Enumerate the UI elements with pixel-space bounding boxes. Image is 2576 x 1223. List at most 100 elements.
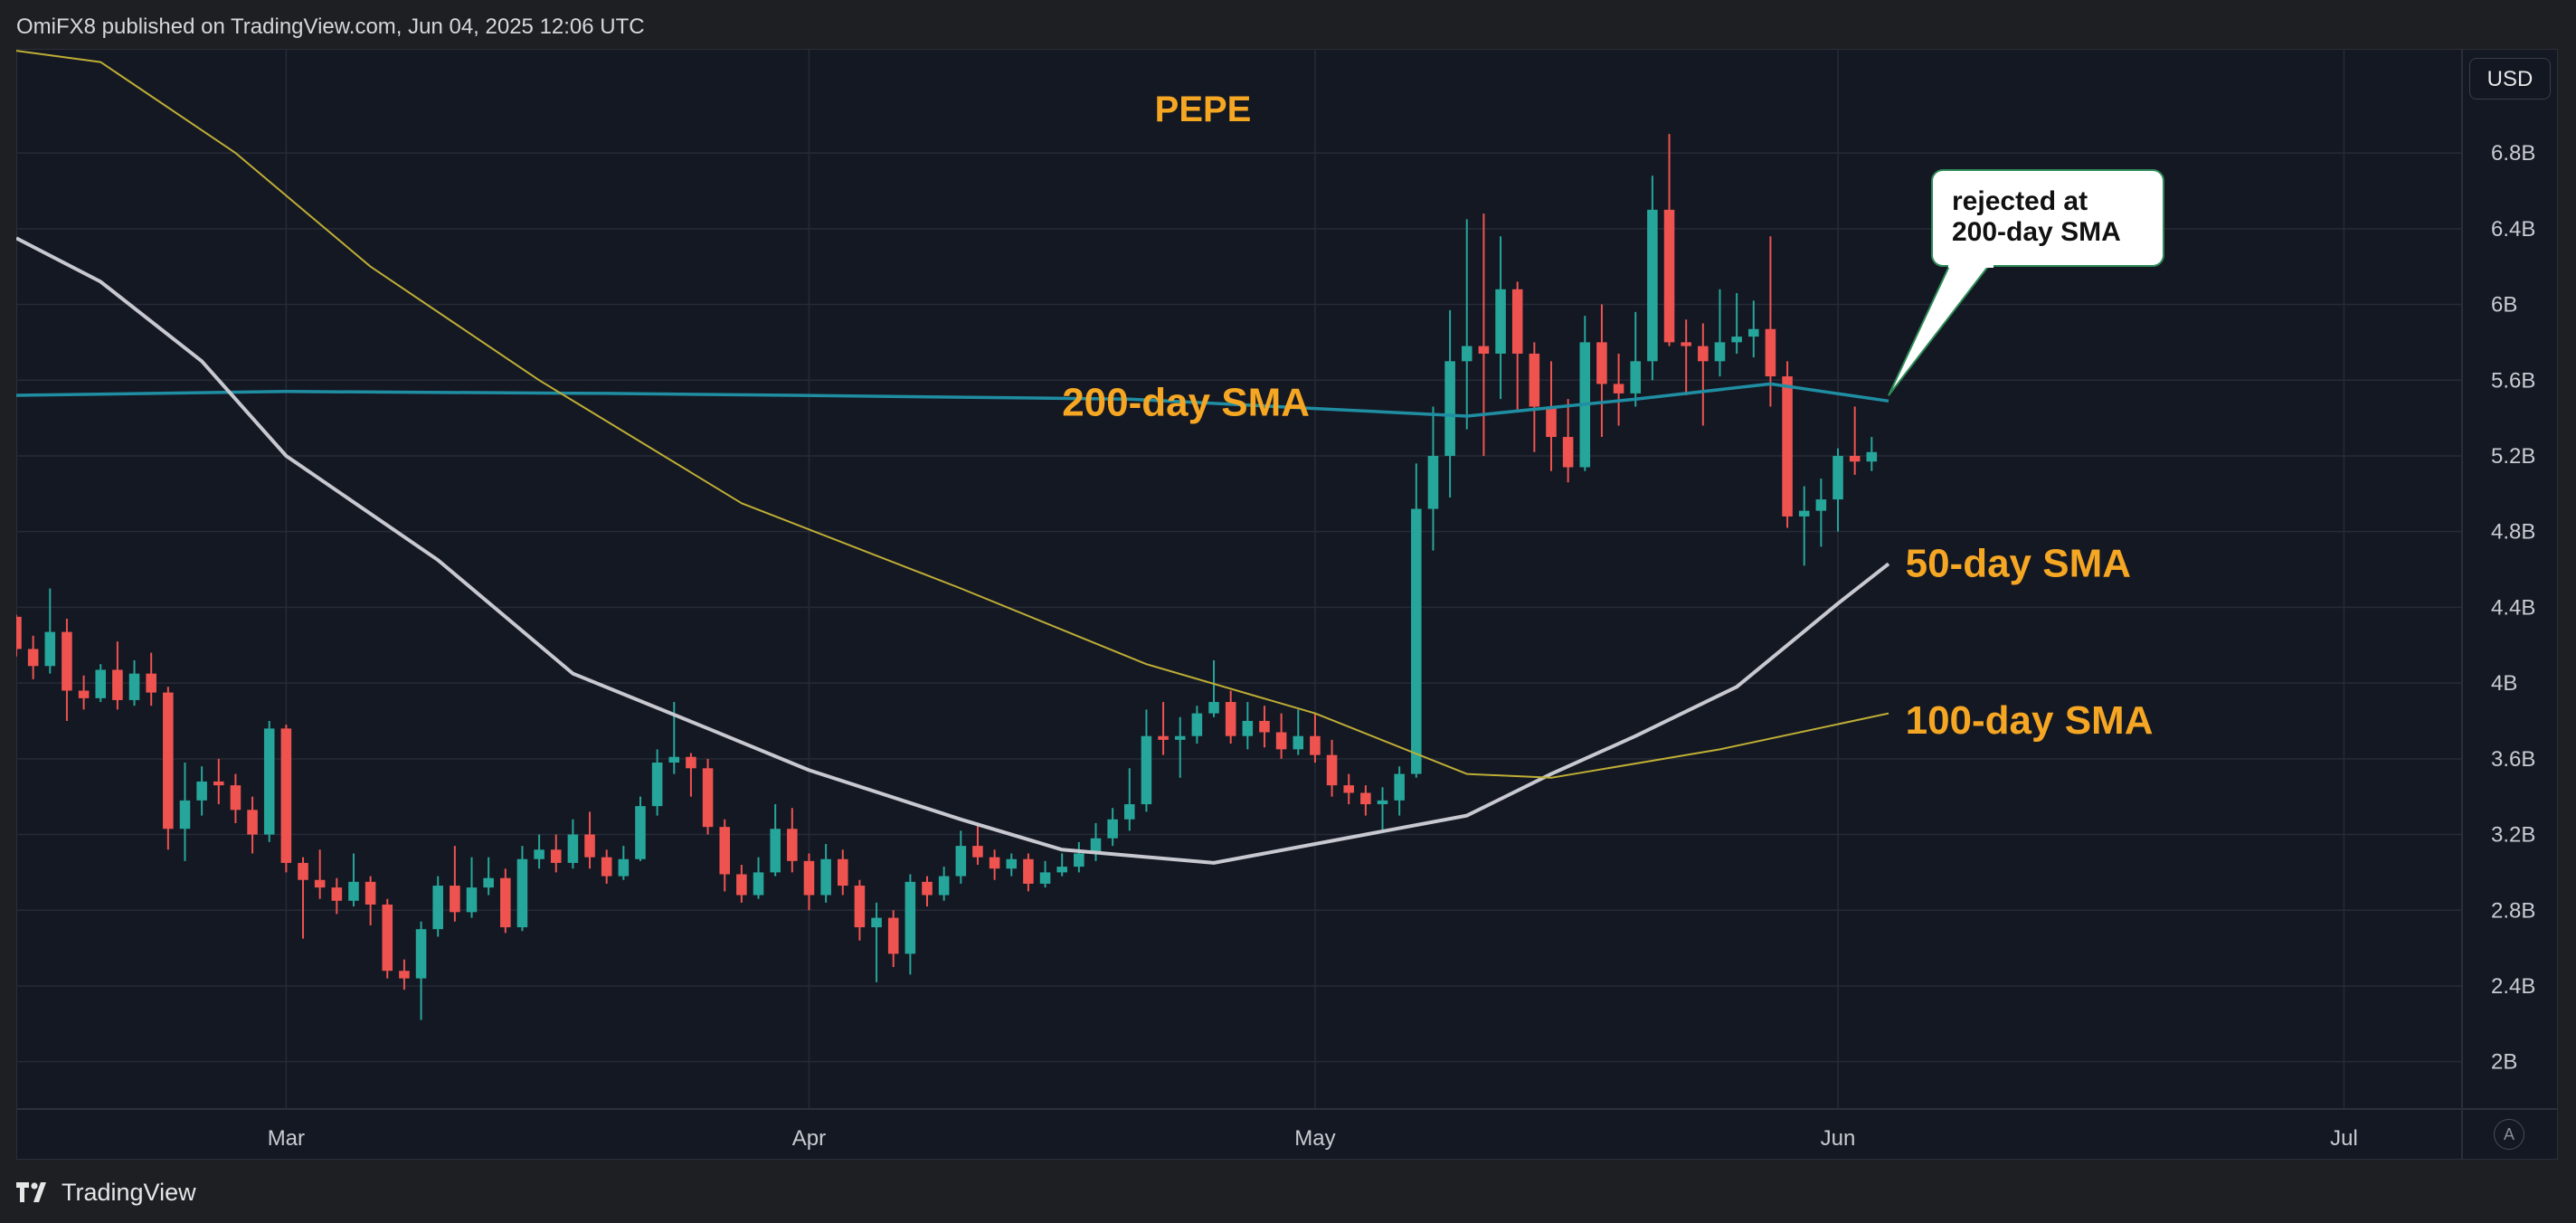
sma-line-sma200 bbox=[16, 382, 1889, 418]
candle-body bbox=[27, 649, 39, 667]
candle-body bbox=[887, 917, 899, 954]
candle-body bbox=[1714, 342, 1726, 362]
sma-label: 100-day SMA bbox=[1906, 698, 2154, 743]
candle-body bbox=[1495, 289, 1506, 354]
y-tick-label: 6B bbox=[2491, 293, 2517, 318]
candle-body bbox=[1039, 872, 1051, 884]
callout-box bbox=[1931, 169, 2164, 267]
sma-line-sma100 bbox=[16, 50, 1889, 779]
callout-text: 200-day SMA bbox=[1952, 217, 2121, 247]
publisher-header: OmiFX8 published on TradingView.com, Jun… bbox=[0, 0, 2576, 54]
candle-body bbox=[1208, 702, 1219, 714]
y-tick-label: 2B bbox=[2491, 1050, 2517, 1075]
candle-body bbox=[1259, 720, 1270, 733]
candle-body bbox=[213, 781, 224, 786]
candle-body bbox=[1596, 342, 1607, 384]
candle-body bbox=[1006, 858, 1018, 869]
candle-body bbox=[112, 669, 123, 700]
candle-body bbox=[1141, 735, 1152, 805]
candle-body bbox=[128, 673, 140, 700]
candle-body bbox=[196, 781, 207, 801]
candle-body bbox=[534, 849, 545, 859]
candle-body bbox=[1427, 455, 1439, 509]
tradingview-logo-icon bbox=[16, 1182, 46, 1202]
candle-body bbox=[263, 728, 275, 835]
candle-body bbox=[787, 829, 798, 861]
candle-body bbox=[1511, 289, 1523, 354]
candle-body bbox=[1191, 713, 1203, 736]
candle-body bbox=[753, 872, 764, 896]
candle-body bbox=[837, 858, 848, 886]
candle-body bbox=[1866, 451, 1878, 462]
candle-body bbox=[1090, 838, 1102, 854]
candle-body bbox=[1394, 773, 1405, 801]
candle-body bbox=[1461, 346, 1473, 362]
y-tick-label: 6.4B bbox=[2491, 217, 2535, 242]
y-tick-label: 4B bbox=[2491, 671, 2517, 696]
candle-body bbox=[146, 673, 156, 693]
candle-body bbox=[298, 862, 308, 880]
currency-button[interactable]: USD bbox=[2469, 58, 2551, 100]
candle-body bbox=[719, 827, 731, 875]
candle-body bbox=[550, 849, 562, 863]
candle-body bbox=[331, 887, 343, 901]
candle-body bbox=[871, 917, 882, 928]
candle-body bbox=[1293, 735, 1304, 750]
candle-body bbox=[635, 806, 646, 859]
candle-body bbox=[1242, 720, 1254, 736]
y-tick-label: 3.6B bbox=[2491, 747, 2535, 772]
candle-body bbox=[1782, 376, 1793, 517]
candle-body bbox=[1444, 361, 1455, 456]
candle-body bbox=[348, 881, 359, 901]
candle-body bbox=[1124, 804, 1135, 820]
candle-body bbox=[668, 756, 680, 763]
candlestick-chart[interactable]: 2B 2.4B 2.8B 3.2B 3.6B 4B 4.4B 4.8B 5.2B 5.6B 6B 6.… bbox=[16, 49, 2558, 1160]
y-tick-label: 5.2B bbox=[2491, 444, 2535, 469]
candle-body bbox=[78, 690, 90, 698]
candle-body bbox=[483, 877, 494, 888]
sma-label: 50-day SMA bbox=[1906, 541, 2131, 585]
candle-body bbox=[1647, 209, 1658, 362]
candle-body bbox=[584, 834, 595, 858]
y-tick-label: 6.8B bbox=[2491, 141, 2535, 166]
y-tick-label: 5.6B bbox=[2491, 368, 2535, 393]
candle-body bbox=[280, 728, 292, 863]
candle-body bbox=[989, 857, 1000, 869]
candle-body bbox=[1765, 328, 1776, 377]
candle-body bbox=[382, 904, 393, 972]
candle-body bbox=[466, 887, 478, 913]
candle-body bbox=[651, 763, 663, 807]
x-tick-label: Jun bbox=[1821, 1126, 1856, 1151]
candle-body bbox=[1663, 209, 1675, 343]
candle-body bbox=[686, 756, 696, 769]
footer-brand[interactable]: TradingView bbox=[16, 1176, 196, 1209]
axis-layer: 2B 2.4B 2.8B 3.2B 3.6B 4B 4.4B 4.8B 5.2B 5.6B 6B 6.… bbox=[16, 49, 2558, 1160]
candle-body bbox=[230, 785, 242, 811]
candle-body bbox=[1815, 499, 1827, 511]
candle-body bbox=[62, 631, 72, 691]
candle-body bbox=[618, 858, 630, 877]
auto-scale-button[interactable]: A bbox=[2494, 1119, 2524, 1150]
annotation-layer: PEPE 200-day SMA 50-day SMA 100-day SMA reje… bbox=[1062, 90, 2164, 743]
candle-body bbox=[1326, 754, 1338, 786]
candle-body bbox=[1747, 328, 1759, 337]
candle-body bbox=[1546, 406, 1557, 438]
x-tick-label: Apr bbox=[792, 1126, 826, 1151]
candle-body bbox=[1074, 853, 1084, 867]
candle-body bbox=[938, 876, 950, 896]
candle-body bbox=[1275, 732, 1287, 750]
candle-body bbox=[399, 971, 410, 979]
candle-body bbox=[516, 858, 528, 928]
sma-line-sma50 bbox=[16, 236, 1890, 865]
candle-body bbox=[601, 857, 612, 877]
y-tick-label: 4.4B bbox=[2491, 595, 2535, 620]
candle-body bbox=[450, 886, 460, 913]
candle-body bbox=[1360, 792, 1371, 805]
y-tick-label: 2.4B bbox=[2491, 974, 2535, 999]
candle-body bbox=[1630, 361, 1642, 393]
x-tick-label: May bbox=[1294, 1126, 1335, 1151]
candle-body bbox=[702, 768, 714, 828]
candle-body bbox=[567, 834, 579, 863]
candle-body bbox=[1798, 510, 1810, 517]
candle-body bbox=[972, 846, 983, 858]
